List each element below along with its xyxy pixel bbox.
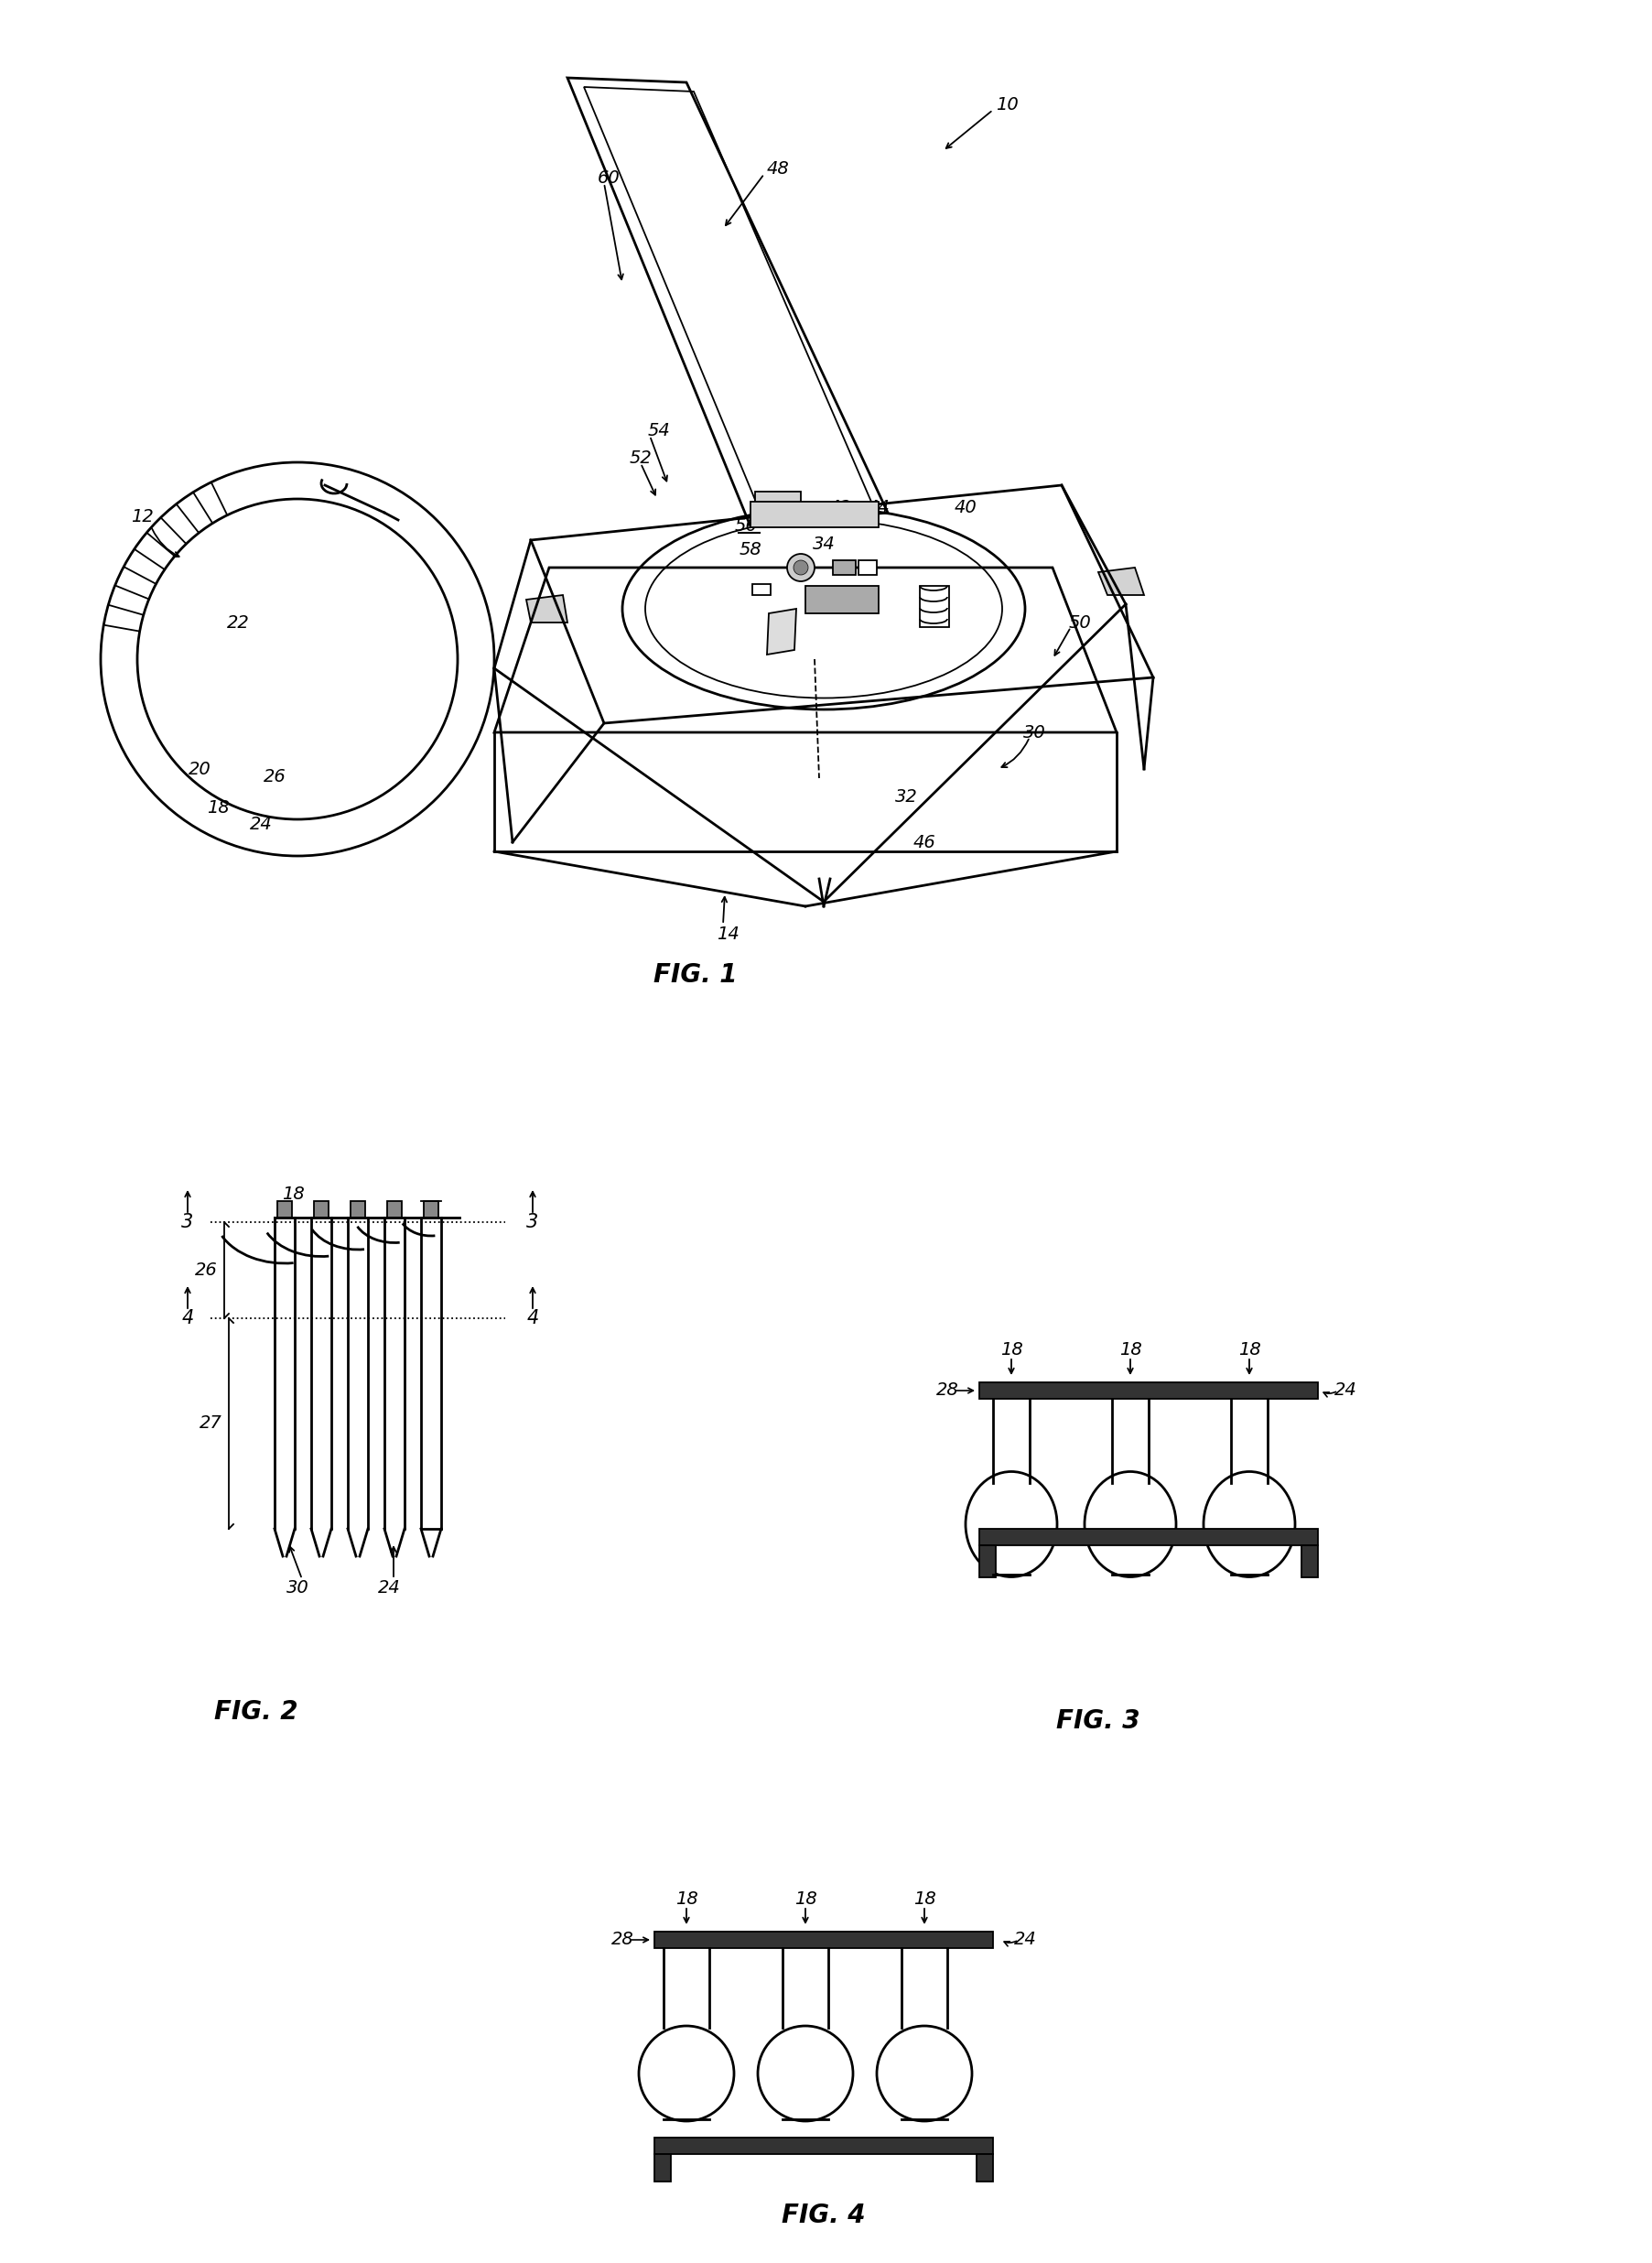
- Bar: [978, 1383, 1317, 1399]
- Polygon shape: [767, 609, 796, 654]
- Polygon shape: [1097, 568, 1143, 595]
- Text: 14: 14: [715, 926, 738, 941]
- Text: 18: 18: [793, 1892, 816, 1908]
- Bar: [350, 1202, 365, 1217]
- Text: 18: 18: [1237, 1342, 1260, 1360]
- Bar: [314, 1202, 329, 1217]
- Bar: [978, 1530, 1317, 1546]
- Text: 18: 18: [674, 1892, 697, 1908]
- Text: 12: 12: [131, 509, 154, 525]
- Bar: [750, 502, 879, 527]
- Polygon shape: [525, 595, 567, 622]
- Text: 24: 24: [249, 815, 273, 833]
- Bar: [423, 1202, 438, 1217]
- Text: FIG. 1: FIG. 1: [653, 962, 737, 987]
- Text: 24: 24: [1333, 1383, 1356, 1399]
- Text: 54: 54: [648, 421, 671, 439]
- Text: 4: 4: [527, 1308, 539, 1328]
- Text: 24: 24: [1013, 1930, 1036, 1948]
- Text: FIG. 4: FIG. 4: [781, 2202, 866, 2229]
- Text: 42: 42: [828, 500, 851, 516]
- Text: 44: 44: [867, 500, 889, 516]
- Text: 18: 18: [281, 1186, 304, 1204]
- Bar: [654, 1933, 993, 1948]
- Text: FIG. 2: FIG. 2: [215, 1700, 297, 1724]
- Bar: [387, 1202, 401, 1217]
- Text: 3: 3: [527, 1213, 539, 1231]
- Text: 18: 18: [999, 1342, 1023, 1360]
- Bar: [805, 586, 879, 613]
- Text: 24: 24: [377, 1580, 400, 1598]
- Text: 36: 36: [771, 505, 793, 520]
- Bar: [833, 561, 856, 575]
- Bar: [654, 2154, 671, 2182]
- Text: 22: 22: [226, 613, 249, 631]
- Text: 32: 32: [894, 788, 917, 806]
- Bar: [857, 561, 876, 575]
- Text: 20: 20: [188, 760, 211, 778]
- Text: 50: 50: [1069, 613, 1090, 631]
- Text: 26: 26: [195, 1260, 216, 1279]
- Bar: [919, 586, 948, 627]
- Text: 30: 30: [286, 1580, 309, 1598]
- Bar: [976, 2154, 993, 2182]
- Text: 34: 34: [811, 536, 834, 554]
- Text: 48: 48: [767, 161, 790, 179]
- Text: FIG. 3: FIG. 3: [1056, 1709, 1140, 1733]
- Text: 58: 58: [738, 541, 762, 559]
- Text: 30: 30: [1023, 724, 1046, 740]
- Text: 27: 27: [200, 1414, 221, 1432]
- Text: 4: 4: [182, 1308, 193, 1328]
- Bar: [978, 1546, 995, 1577]
- Bar: [752, 584, 770, 595]
- Text: 26: 26: [263, 767, 286, 785]
- Text: 28: 28: [935, 1383, 958, 1399]
- Text: 18: 18: [1118, 1342, 1142, 1360]
- Bar: [755, 491, 800, 509]
- Text: 46: 46: [912, 833, 935, 851]
- Bar: [1300, 1546, 1317, 1577]
- Text: 18: 18: [912, 1892, 935, 1908]
- Bar: [278, 1202, 292, 1217]
- Text: 52: 52: [629, 448, 651, 466]
- Circle shape: [786, 554, 814, 582]
- Text: 3: 3: [182, 1213, 193, 1231]
- Bar: [654, 2139, 993, 2154]
- Circle shape: [793, 561, 808, 575]
- Text: 28: 28: [611, 1930, 633, 1948]
- Text: 18: 18: [206, 799, 230, 817]
- Text: 60: 60: [596, 170, 620, 188]
- Text: 10: 10: [995, 97, 1018, 113]
- Text: 40: 40: [953, 500, 976, 516]
- Text: 56: 56: [733, 518, 757, 534]
